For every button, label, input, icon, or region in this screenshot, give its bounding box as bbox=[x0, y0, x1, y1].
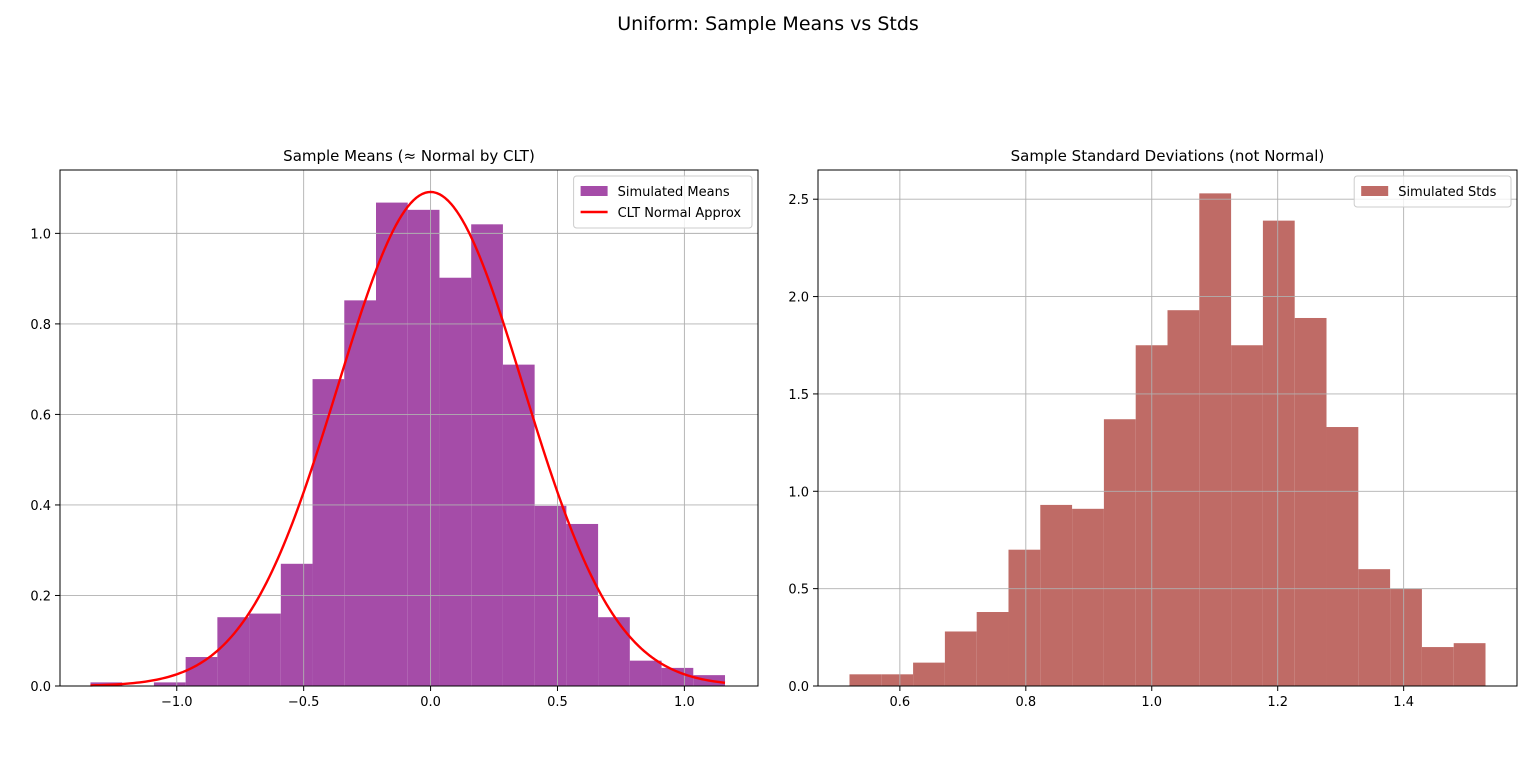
stds-legend-swatch bbox=[1361, 186, 1389, 196]
means-y-tick-label: 0.8 bbox=[30, 318, 51, 333]
stds-histogram-bar bbox=[1326, 427, 1359, 686]
stds-histogram-bar bbox=[1421, 647, 1454, 686]
stds-legend: Simulated Stds bbox=[1353, 175, 1512, 208]
means-legend-label: Simulated Means bbox=[618, 185, 730, 200]
stds-x-tick-label: 1.4 bbox=[1393, 695, 1414, 710]
stds-histogram-bar bbox=[1008, 549, 1041, 686]
means-histogram-bar bbox=[344, 300, 377, 686]
means-histogram-bar bbox=[566, 523, 599, 686]
stds-y-tick-label: 1.5 bbox=[788, 388, 809, 403]
stds-x-tick-label: 0.6 bbox=[890, 695, 911, 710]
means-x-tick-label: 0.5 bbox=[547, 695, 568, 710]
means-histogram-bar bbox=[502, 364, 535, 686]
stds-histogram-bar bbox=[1072, 508, 1104, 686]
stds-histogram-bar bbox=[849, 674, 882, 686]
stds-histogram-bar bbox=[1358, 569, 1391, 686]
means-y-tick-label: 0.2 bbox=[30, 589, 51, 604]
stds-histogram-bar bbox=[976, 612, 1009, 686]
means-y-tick-label: 0.0 bbox=[30, 680, 51, 695]
means-histogram-bar bbox=[661, 667, 694, 686]
means-histogram-bar bbox=[439, 277, 472, 686]
stds-histogram-bar bbox=[1390, 588, 1422, 686]
stds-y-tick-label: 0.5 bbox=[788, 583, 809, 598]
means-chart-title: Sample Means (≈ Normal by CLT) bbox=[283, 147, 535, 165]
stds-histogram-bar bbox=[1199, 193, 1232, 686]
means-normal-curve bbox=[90, 190, 726, 687]
stds-histogram-bar bbox=[1453, 643, 1486, 686]
means-axes-frame bbox=[59, 169, 759, 687]
means-legend-label: CLT Normal Approx bbox=[618, 206, 742, 221]
stds-histogram-bar bbox=[1231, 345, 1263, 686]
stds-histogram-bar bbox=[913, 662, 945, 686]
means-histogram-bar bbox=[249, 613, 281, 686]
means-x-tick-label: 1.0 bbox=[674, 695, 695, 710]
means-histogram-bar bbox=[629, 660, 662, 686]
means-histogram-chart: Sample Means (≈ Normal by CLT) −1.0 −0.5 0.… bbox=[30, 147, 759, 710]
stds-y-tick-label: 1.0 bbox=[788, 485, 809, 500]
means-legend: Simulated Means CLT Normal Approx bbox=[573, 175, 753, 229]
means-y-tick-label: 0.4 bbox=[30, 499, 51, 514]
means-x-tick-label: −1.0 bbox=[161, 695, 193, 710]
means-histogram-bar bbox=[407, 209, 440, 686]
stds-histogram-bar bbox=[1262, 220, 1295, 686]
stds-y-tick-label: 2.0 bbox=[788, 291, 809, 306]
means-x-tick-label: 0.0 bbox=[420, 695, 441, 710]
means-histogram-bar bbox=[534, 505, 567, 686]
figure-suptitle: Uniform: Sample Means vs Stds bbox=[617, 13, 919, 35]
stds-y-tick-label: 0.0 bbox=[788, 680, 809, 695]
stds-histogram-bar bbox=[1294, 317, 1327, 686]
means-histogram-bar bbox=[312, 379, 345, 686]
stds-legend-frame bbox=[1353, 175, 1512, 208]
means-bars bbox=[90, 202, 726, 686]
stds-x-tick-label: 1.0 bbox=[1141, 695, 1162, 710]
means-histogram-bar bbox=[598, 617, 630, 686]
means-x-tick-label: −0.5 bbox=[288, 695, 320, 710]
stds-histogram-bar bbox=[944, 631, 977, 686]
means-legend-frame bbox=[573, 175, 753, 229]
stds-axes-frame bbox=[817, 169, 1518, 687]
means-histogram-bar bbox=[217, 617, 250, 686]
stds-histogram-chart: Sample Standard Deviations (not Normal) 0… bbox=[788, 147, 1518, 710]
stds-histogram-bar bbox=[1040, 504, 1073, 686]
stds-bars bbox=[849, 193, 1486, 686]
means-histogram-bar bbox=[280, 563, 313, 686]
means-histogram-bar bbox=[153, 682, 186, 686]
stds-histogram-bar bbox=[1167, 310, 1200, 686]
stds-histogram-bar bbox=[1103, 419, 1136, 686]
stds-x-tick-label: 1.2 bbox=[1267, 695, 1288, 710]
stds-x-tick-label: 0.8 bbox=[1015, 695, 1036, 710]
means-histogram-bar bbox=[471, 224, 503, 686]
means-y-tick-label: 1.0 bbox=[30, 227, 51, 242]
stds-histogram-bar bbox=[881, 674, 914, 686]
means-legend-swatch bbox=[580, 186, 608, 196]
means-y-tick-label: 0.6 bbox=[30, 408, 51, 423]
stds-chart-title: Sample Standard Deviations (not Normal) bbox=[1011, 147, 1325, 165]
stds-y-tick-label: 2.5 bbox=[788, 193, 809, 208]
stds-legend-label: Simulated Stds bbox=[1398, 185, 1496, 200]
means-histogram-bar bbox=[376, 202, 408, 686]
